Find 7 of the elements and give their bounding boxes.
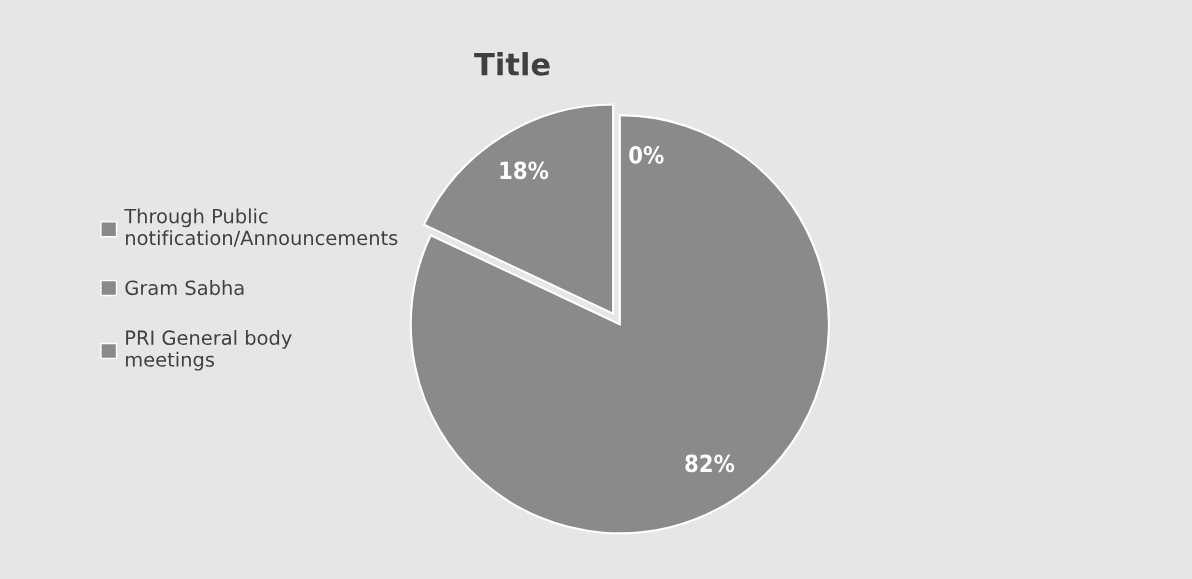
legend-label: Gram Sabha	[125, 280, 244, 296]
data-label: 18%	[500, 161, 549, 180]
legend-label: PRI General body meetings	[126, 330, 292, 371]
data-label: 82%	[685, 454, 735, 473]
text: 0%	[629, 145, 664, 164]
chart-title: Title	[474, 52, 550, 76]
legend-label: Through Public notification/Announcements	[124, 208, 398, 247]
